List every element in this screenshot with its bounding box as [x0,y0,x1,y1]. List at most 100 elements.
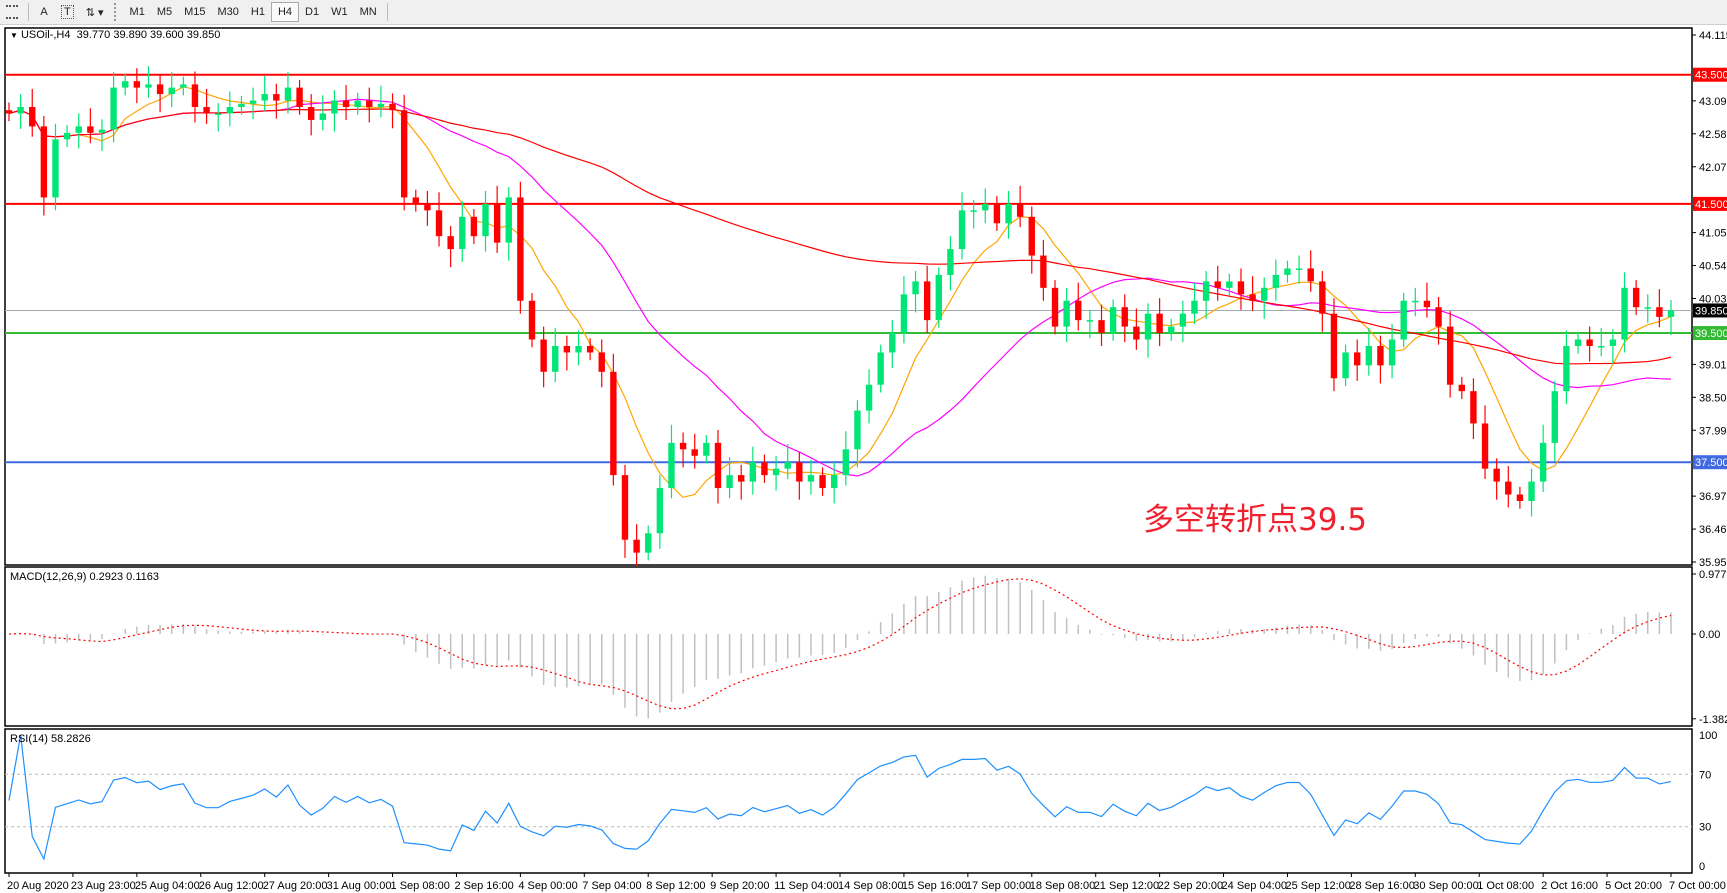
level-price-tag [1693,455,1727,470]
bull-candle [249,100,257,104]
bull-candle [1005,203,1012,224]
price-tick-label: 44.115 [1699,30,1727,42]
time-tick-label: 24 Sep 04:00 [1222,880,1287,892]
price-tick-label: 43.095 [1699,96,1727,108]
ma-mid-line [8,98,1672,477]
bull-candle [1551,391,1558,443]
macd-pane [4,566,1693,727]
toolbar-separator [386,3,388,21]
bull-candle [842,449,850,476]
bear-candle [1249,294,1256,301]
bear-candle [563,345,571,353]
time-tick-label: 7 Sep 04:00 [582,880,641,892]
bull-candle [552,345,559,372]
bear-candle [470,216,478,237]
period-separator-icon[interactable] [0,2,24,22]
bull-candle [889,333,896,353]
macd-title: MACD(12,26,9) 0.2923 0.1163 [10,571,159,583]
price-tick-label: 42.585 [1699,129,1727,141]
arrows-tool-icon[interactable]: ⇅ ▾ [85,6,104,19]
bear-candle [679,442,687,450]
bull-candle [377,103,385,108]
bull-candle [17,107,24,114]
bull-candle [1342,352,1349,379]
price-tick-label: 36.975 [1699,491,1727,503]
rsi-tick-label: 30 [1699,822,1711,834]
bull-candle [52,139,59,198]
timeframe-d1[interactable]: D1 [305,6,320,18]
bull-candle [982,203,989,211]
bear-candle [1435,307,1442,327]
time-tick-label: 27 Aug 20:00 [263,880,328,892]
text-tool-icon[interactable]: A [40,6,48,18]
bull-candle [331,100,338,114]
bull-candle [98,129,106,133]
bear-candle [342,100,350,108]
bear-candle [738,475,745,482]
bear-candle [424,203,431,211]
price-tick-label: 42.075 [1699,162,1727,174]
time-tick-label: 18 Sep 08:00 [1030,880,1095,892]
timeframe-m5[interactable]: M5 [156,6,173,18]
toolbar-grip[interactable] [113,3,120,21]
timeframe-h1[interactable]: H1 [250,6,265,18]
bull-candle [575,345,582,353]
timeframe-w1[interactable]: W1 [331,6,348,18]
bear-candle [1237,281,1245,295]
bear-candle [796,462,803,482]
bear-candle [1214,281,1221,288]
text-label-icon[interactable]: T [55,2,80,22]
bull-candle [1109,307,1117,334]
rsi-tick-label: 0 [1699,861,1705,873]
bull-candle [1609,339,1617,346]
ma-slow-line [8,108,1672,365]
bear-candle [1470,391,1477,424]
bull-candle [900,294,908,334]
timeframe-m15[interactable]: M15 [184,6,206,18]
macd-signal-line [8,578,1672,710]
level-price-label: 43.500 [1695,70,1727,82]
bull-candle [63,132,71,140]
bull-candle [1539,442,1547,482]
bear-candle [296,87,303,108]
bull-candle [854,410,861,450]
timeframe-m1[interactable]: M1 [129,6,145,18]
toolbar: A T ⇅ ▾ M1 M5 M15 M30 H1 H4 D1 W1 MN [0,0,1727,25]
bear-candle [714,442,722,489]
bull-candle [1563,345,1570,392]
bear-candle [598,352,605,372]
chart-header: ▼ USOil-,H4 39.770 39.890 39.600 39.850 [10,29,220,41]
chart-menu-icon[interactable]: ▼ [10,31,18,40]
time-tick-label: 21 Sep 12:00 [1094,880,1159,892]
bear-candle [1319,281,1326,314]
bull-candle [168,87,175,95]
bull-candle [122,81,129,88]
bull-candle [1144,313,1152,340]
bear-candle [1481,423,1489,469]
bull-candle [830,475,838,489]
bear-candle [691,449,698,456]
bear-candle [1330,313,1338,379]
bear-candle [447,236,454,250]
bull-candle [1063,300,1070,327]
timeframe-mn[interactable]: MN [359,6,377,18]
bull-candle [1400,300,1407,340]
timeframe-h4[interactable]: H4 [270,2,300,22]
bull-candle [319,113,327,120]
bull-candle [1261,287,1268,301]
bull-candle [958,210,966,250]
bear-candle [1516,494,1524,501]
time-tick-label: 31 Aug 00:00 [327,880,392,892]
text-label-glyph: T [61,5,74,19]
price-tick-label: 38.505 [1699,392,1727,404]
time-tick-label: 26 Aug 12:00 [199,880,264,892]
ohlc-values: 39.770 39.890 39.600 39.850 [76,29,221,41]
time-tick-label: 9 Sep 20:00 [710,880,769,892]
price-chart[interactable]: 44.115 43.095 42.585 42.075 41.055 40.545 40.0… [0,24,1727,893]
time-tick-label: 30 Sep 00:00 [1413,880,1478,892]
bear-candle [1156,313,1163,334]
bull-candle [1574,339,1582,346]
timeframe-m30[interactable]: M30 [217,6,239,18]
bear-candle [610,371,617,476]
bull-candle [215,113,222,115]
